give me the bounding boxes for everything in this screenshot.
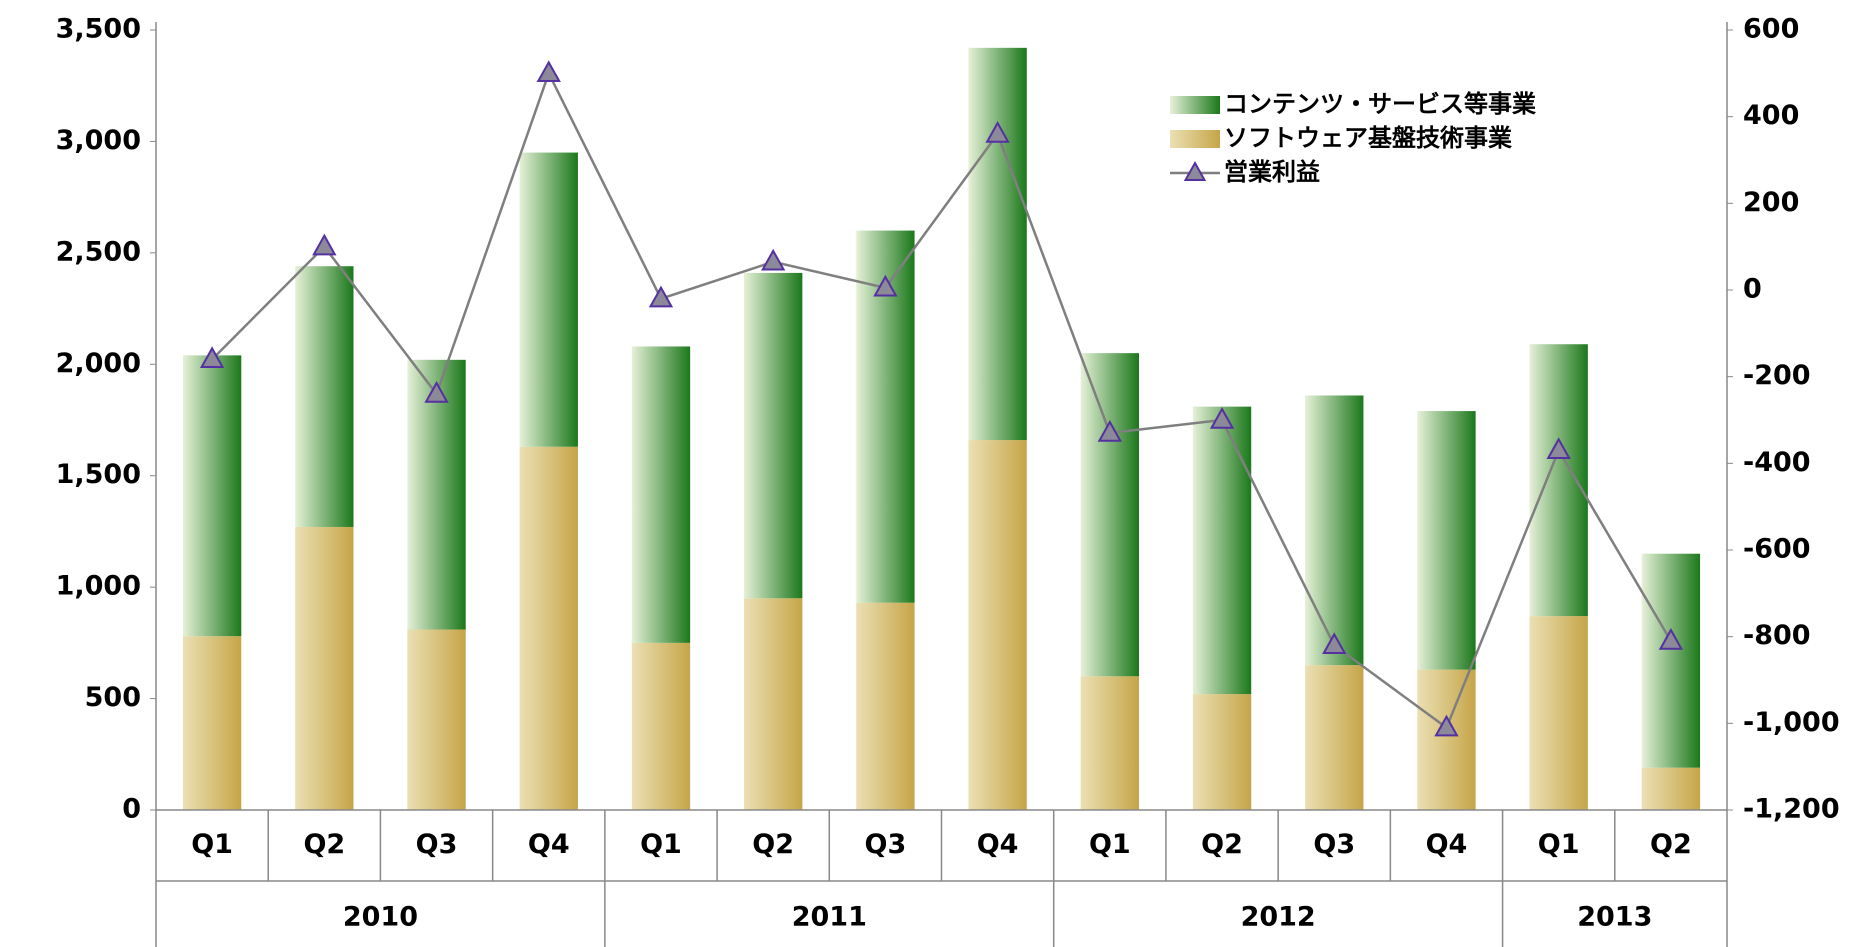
legend-label: ソフトウェア基盤技術事業 [1224, 124, 1512, 152]
x-tick-label: Q4 [528, 829, 570, 860]
y2-tick-label: 0 [1743, 274, 1762, 305]
marker [1209, 406, 1235, 429]
y-tick-label: 1,500 [56, 459, 141, 490]
bar [519, 446, 578, 810]
legend-marker [1183, 160, 1207, 181]
bar [968, 440, 1027, 810]
group-label: 2011 [792, 902, 867, 933]
legend-label: 営業利益 [1224, 158, 1320, 186]
marker [199, 346, 225, 369]
marker [312, 233, 337, 256]
bar [1417, 411, 1476, 670]
legend-label: コンテンツ・サービス等事業 [1224, 90, 1536, 118]
bar [744, 598, 803, 810]
marker [873, 274, 898, 297]
y2-tick-label: 200 [1743, 187, 1799, 218]
bar [1080, 353, 1139, 677]
bar [295, 266, 354, 527]
bar [1529, 616, 1588, 810]
marker [1434, 714, 1459, 737]
x-tick-label: Q3 [1313, 829, 1355, 860]
x-tick-label: Q2 [303, 829, 345, 860]
x-tick-label: Q1 [1538, 829, 1580, 860]
bar [182, 636, 242, 810]
bar [1192, 694, 1252, 810]
y2-tick-label: -800 [1743, 620, 1811, 651]
y2-tick-label: 400 [1743, 100, 1799, 131]
bar [519, 152, 578, 447]
y-tick-label: 3,000 [56, 125, 141, 156]
group-label: 2013 [1577, 902, 1652, 933]
marker [536, 60, 561, 83]
x-tick-label: Q4 [1426, 829, 1468, 860]
bar [182, 355, 242, 637]
bar [1417, 669, 1476, 810]
y2-tick-label: -400 [1743, 447, 1811, 478]
x-tick-label: Q1 [640, 829, 682, 860]
bar [407, 359, 466, 630]
bar [1192, 406, 1252, 695]
y2-tick-label: -600 [1743, 534, 1811, 565]
y-tick-label: 2,000 [56, 348, 141, 379]
x-tick-label: Q3 [865, 829, 907, 860]
y2-tick-label: -1,000 [1743, 707, 1840, 738]
x-tick-label: Q1 [191, 829, 233, 860]
line [211, 70, 1672, 730]
bar [1305, 395, 1364, 666]
bar [407, 629, 466, 810]
bar [1529, 344, 1588, 617]
marker [424, 380, 449, 403]
y2-tick-label: -1,200 [1743, 794, 1840, 825]
marker [1322, 632, 1347, 655]
bar [1305, 665, 1364, 810]
group-label: 2012 [1241, 902, 1316, 933]
bar [744, 272, 803, 599]
marker [1097, 419, 1122, 442]
bar [1641, 767, 1701, 810]
legend-swatch [1170, 130, 1220, 148]
x-tick-label: Q3 [416, 829, 458, 860]
y-tick-label: 1,000 [56, 571, 141, 602]
y2-tick-label: -200 [1743, 360, 1811, 391]
bar [968, 47, 1027, 441]
marker [1658, 627, 1684, 650]
marker [648, 285, 674, 308]
group-label: 2010 [343, 902, 418, 933]
x-tick-label: Q2 [752, 829, 794, 860]
bar [631, 642, 691, 810]
y-tick-label: 3,500 [56, 14, 141, 45]
y-tick-label: 2,500 [56, 236, 141, 267]
bar [631, 346, 691, 643]
legend-swatch [1170, 96, 1220, 114]
x-tick-label: Q2 [1201, 829, 1243, 860]
marker [761, 248, 786, 271]
bar [295, 526, 354, 810]
bar [1641, 553, 1701, 768]
marker [985, 120, 1010, 143]
y-tick-label: 0 [122, 794, 141, 825]
y-tick-label: 500 [85, 682, 141, 713]
bar [1080, 676, 1139, 810]
x-tick-label: Q2 [1650, 829, 1692, 860]
x-tick-label: Q4 [977, 829, 1019, 860]
marker [1546, 437, 1571, 460]
y2-tick-label: 600 [1743, 14, 1799, 45]
bar [856, 602, 915, 810]
x-tick-label: Q1 [1089, 829, 1131, 860]
